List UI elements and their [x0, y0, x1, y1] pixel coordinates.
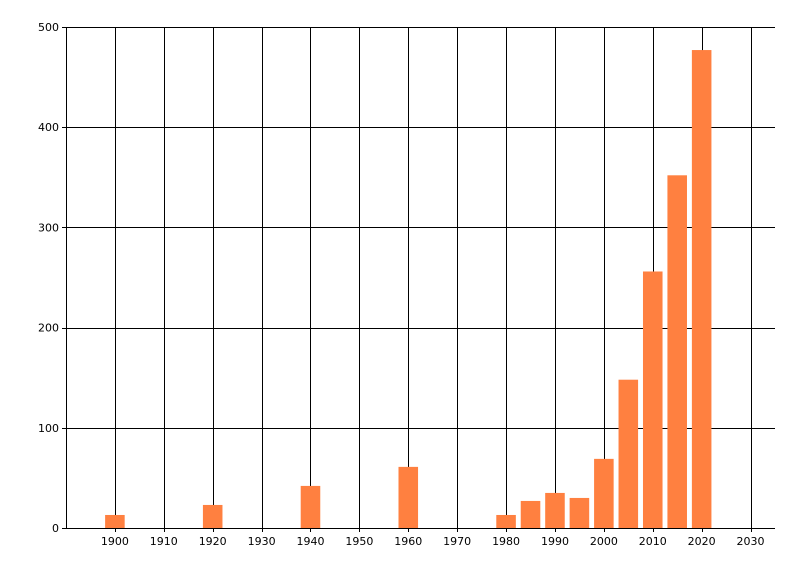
bar-1990	[545, 492, 565, 528]
x-tick-label: 2010	[639, 535, 667, 548]
y-tick-label: 500	[38, 21, 59, 34]
bar-2020	[691, 50, 712, 529]
bar-1900	[105, 514, 125, 528]
y-tick-label: 100	[38, 422, 59, 435]
x-tick-label: 1930	[248, 535, 276, 548]
y-tick-label: 300	[38, 221, 59, 234]
x-tick-label: 1950	[345, 535, 373, 548]
y-tick-label: 400	[38, 121, 59, 134]
x-tick-label: 1960	[394, 535, 422, 548]
x-tick-label: 2020	[688, 535, 716, 548]
x-tick-label: 1970	[443, 535, 471, 548]
x-tick-label: 1980	[492, 535, 520, 548]
x-tick-label: 1910	[150, 535, 178, 548]
bar-2005	[618, 379, 639, 528]
bar-2000	[594, 458, 614, 528]
y-tick-label: 0	[52, 522, 59, 535]
bar-2015	[667, 175, 687, 528]
bar-1940	[300, 485, 321, 528]
bar-1995	[569, 497, 590, 528]
x-tick-label: 1940	[296, 535, 324, 548]
y-tick-label: 200	[38, 322, 59, 335]
bar-1920	[202, 504, 223, 528]
bar-1985	[520, 500, 541, 528]
x-tick-label: 1920	[199, 535, 227, 548]
bar-1980	[496, 514, 516, 528]
x-tick-label: 1990	[541, 535, 569, 548]
bar-1960	[398, 466, 419, 528]
x-tick-label: 2030	[737, 535, 765, 548]
bar-2010	[642, 271, 663, 528]
x-tick-label: 1900	[101, 535, 129, 548]
x-tick-label: 2000	[590, 535, 618, 548]
